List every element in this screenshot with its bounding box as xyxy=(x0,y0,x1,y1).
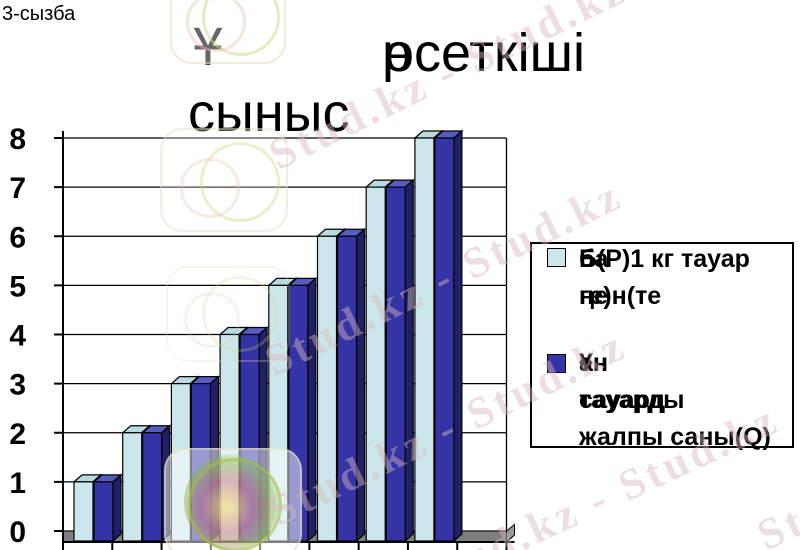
bar-series1-cat3-front xyxy=(170,383,191,542)
y-axis-label: 0 xyxy=(9,516,26,549)
chart-floor-bevel xyxy=(506,523,515,544)
y-axis-label: 4 xyxy=(9,320,26,353)
bar-series2-cat6-side xyxy=(355,227,366,543)
chart-title-fragment-u: Ұ xyxy=(193,17,224,77)
bar-series1-cat4-front xyxy=(219,333,240,542)
bar-series1-cat7-front xyxy=(365,186,386,542)
bar-series2-cat8-side xyxy=(453,129,463,543)
y-axis-label: 5 xyxy=(9,270,26,303)
chart-title-fragment-r: р xyxy=(382,23,413,83)
y-axis-label: 3 xyxy=(9,369,26,402)
bar-series2-cat3-side xyxy=(209,375,219,543)
y-axis-label: 1 xyxy=(9,467,26,500)
bar-series2-cat4-front xyxy=(239,333,260,542)
legend-label-main-layer: Б(Р)1 кг тауар ге)н(те xyxy=(579,245,750,310)
legend-swatch-series2 xyxy=(547,354,566,373)
legend-swatch-series1 xyxy=(547,248,566,267)
bar-series1-cat8-front xyxy=(414,137,435,542)
y-axis-label: 7 xyxy=(9,172,26,205)
bar-series1-cat1-front xyxy=(73,481,94,542)
bar-series2-cat1-front xyxy=(93,481,114,542)
bar-series1-cat5-front xyxy=(268,284,289,542)
bar-series1-cat6-front xyxy=(316,235,338,542)
y-axis-label: 8 xyxy=(9,123,26,156)
chart-legend: ба ңе Б(Р)1 кг тауар ге)н(те ан сауард Ұн т… xyxy=(530,242,794,451)
y-axis-label: 6 xyxy=(9,221,26,254)
bar-series2-cat7-side xyxy=(404,178,414,543)
figure-number-label: 3-сызба xyxy=(2,3,76,25)
chart-title-fragment-synys: сыныс xyxy=(188,83,350,143)
legend-label-main-layer: Ұн тауарды жалпы саны(Q) xyxy=(579,349,771,451)
bar-series2-cat3-front xyxy=(190,383,211,542)
chart-title-fragment-osetkishi: өсеткіші xyxy=(384,23,585,83)
bar-series2-cat1-side xyxy=(112,473,122,543)
bar-series2-cat4-side xyxy=(258,326,268,543)
legend-label-overlap-layer: ан сауард xyxy=(579,349,666,414)
bar-series2-cat6-front xyxy=(336,235,358,542)
legend-label-overlap-layer: ба ңе xyxy=(579,245,609,310)
bar-series2-cat7-front xyxy=(385,186,406,542)
bar-series2-cat2-front xyxy=(142,432,163,542)
bar-series2-cat8-front xyxy=(434,137,455,542)
bar-series2-cat5-side xyxy=(307,277,317,543)
bar-series2-cat2-side xyxy=(161,424,171,543)
bar-series1-cat2-front xyxy=(122,432,143,542)
y-axis-label: 2 xyxy=(9,418,26,451)
bar-series2-cat5-front xyxy=(288,284,309,542)
